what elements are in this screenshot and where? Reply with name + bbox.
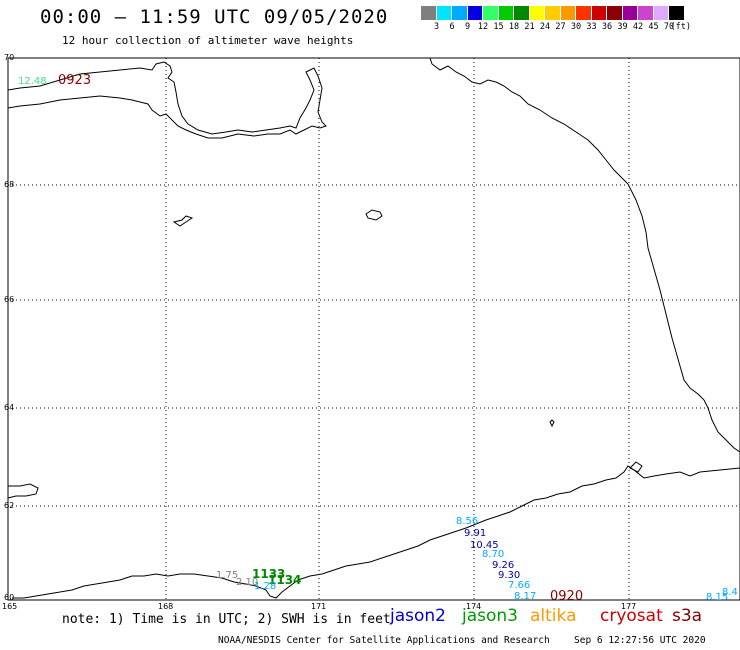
legend-label: 21	[524, 22, 535, 32]
legend-swatch	[436, 6, 452, 20]
map-frame	[7, 57, 740, 601]
legend-label: 45	[648, 22, 659, 32]
obs-value: 8.56	[456, 516, 478, 527]
obs-value: 9.26	[492, 560, 514, 571]
lon-label-174: 174	[466, 602, 481, 611]
legend-swatch	[545, 6, 561, 20]
obs-time: 0920	[550, 589, 583, 604]
lon-label-171: 171	[311, 602, 326, 611]
lat-label-64: 64	[4, 403, 14, 412]
obs-time: 1133	[252, 567, 285, 581]
coastlines	[7, 57, 740, 599]
legend-swatch	[653, 6, 669, 20]
lon-label-177: 177	[621, 602, 636, 611]
legend-swatch	[483, 6, 499, 20]
legend-swatch	[591, 6, 607, 20]
legend-label: 27	[555, 22, 566, 32]
legend-swatch	[622, 6, 638, 20]
obs-time: 0923	[58, 73, 91, 88]
legend-label: 6	[449, 22, 455, 32]
island-4	[629, 461, 643, 473]
obs-value: 10.45	[470, 540, 499, 551]
legend-swatch	[576, 6, 592, 20]
satellite-cryosat: cryosat	[600, 606, 663, 626]
lat-label-68: 68	[4, 180, 14, 189]
legend-label: 18	[508, 22, 520, 32]
legend-label: 9	[464, 22, 471, 32]
satellite-label: s3a	[672, 606, 703, 626]
footer-note: note: 1) Time is in UTC; 2) SWH is in fe…	[62, 612, 391, 627]
legend-label: (ft)	[670, 22, 691, 32]
legend-labels: 3 6 9 12 15 18 21 24 27 30 33 36 39 42 45 70 (ft)	[421, 20, 691, 32]
graticule	[8, 58, 740, 600]
island-3	[549, 419, 555, 428]
satellite-jason2: jason2	[390, 606, 446, 626]
legend-label: 3	[433, 22, 440, 32]
legend-swatch	[560, 6, 576, 20]
coast-east	[429, 57, 740, 453]
axis-labels: 70 68 66 64 62 60 165 168 171 174 177	[2, 53, 636, 611]
lat-label-62: 62	[4, 501, 14, 510]
coast-north	[7, 61, 327, 139]
legend-label: 33	[586, 22, 597, 32]
obs-value: 9.91	[464, 528, 486, 539]
legend-swatches	[421, 6, 685, 20]
lon-label-165: 165	[2, 602, 17, 611]
legend-swatch	[514, 6, 530, 20]
page-subtitle: 12 hour collection of altimeter wave hei…	[62, 34, 354, 47]
obs-value: 7.66	[508, 580, 530, 591]
generated-timestamp: Sep 6 12:27:56 UTC 2020	[574, 635, 706, 646]
coast-southwest	[7, 483, 39, 499]
legend-label: 39	[617, 22, 628, 32]
color-legend: 3 6 9 12 15 18 21 24 27 30 33 36 39 42 45 70 (ft)	[421, 6, 691, 32]
coast-south-peninsula	[12, 465, 740, 599]
legend-label: 12	[477, 22, 489, 32]
obs-value: 2.10	[236, 577, 258, 588]
observations: 12.48 0923 1.75 1133 2.10 1134 1.28 8.56…	[18, 73, 738, 604]
obs-value: 8.70	[482, 549, 504, 560]
obs-value: 1.75	[216, 570, 238, 581]
satellite-label: jason3	[462, 606, 518, 626]
obs-value: 8.4	[722, 587, 738, 598]
obs-value: 8.15	[706, 592, 728, 603]
satellite-jason3: jason3	[462, 606, 518, 626]
lat-label-66: 66	[4, 295, 14, 304]
obs-value: 1.28	[254, 581, 276, 592]
lat-label-70: 70	[4, 53, 14, 62]
legend-label: 70	[663, 22, 675, 32]
credit-line: NOAA/NESDIS Center for Satellite Applica…	[218, 635, 550, 646]
legend-swatch	[498, 6, 514, 20]
satellite-label: altika	[530, 606, 577, 626]
satellite-label: cryosat	[600, 606, 663, 626]
satellite-altika: altika	[530, 606, 577, 626]
legend-swatch	[452, 6, 468, 20]
legend-swatch	[529, 6, 545, 20]
legend-swatch	[669, 6, 685, 20]
island-2	[172, 215, 194, 227]
legend-label: 36	[601, 22, 613, 32]
island-1	[365, 209, 383, 221]
lat-label-60: 60	[4, 593, 14, 602]
obs-value: 8.17	[514, 591, 536, 602]
satellite-label: jason2	[390, 606, 446, 626]
legend-label: 42	[632, 22, 644, 32]
legend-swatch	[638, 6, 654, 20]
legend-swatch	[607, 6, 623, 20]
legend-swatch	[421, 6, 437, 20]
legend-swatch	[467, 6, 483, 20]
obs-value: 12.48	[18, 76, 47, 87]
obs-time: 1134	[268, 573, 301, 587]
legend-label: 30	[570, 22, 582, 32]
legend-label: 24	[539, 22, 551, 32]
satellite-s3a: s3a	[672, 606, 702, 626]
obs-value: 9.30	[498, 570, 520, 581]
lon-label-168: 168	[158, 602, 173, 611]
legend-label: 15	[493, 22, 504, 32]
page-title: 00:00 – 11:59 UTC 09/05/2020	[40, 6, 389, 28]
